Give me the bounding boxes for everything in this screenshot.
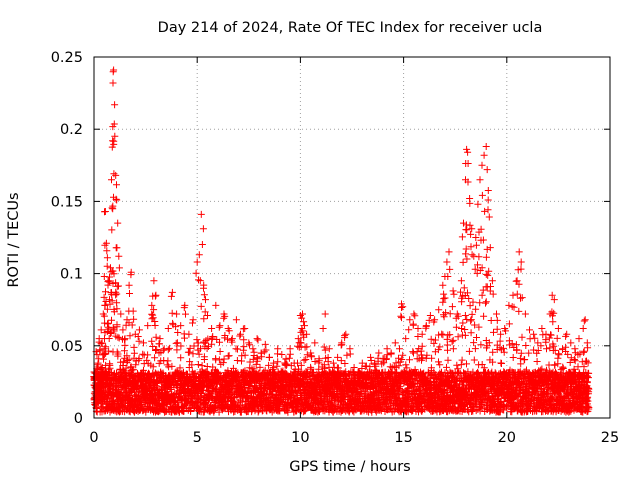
data-point [403, 394, 411, 402]
data-point [117, 310, 125, 318]
data-point [103, 247, 111, 255]
data-point [109, 79, 117, 87]
data-point [108, 204, 116, 212]
data-point [317, 391, 325, 399]
data-point [110, 170, 118, 178]
data-point [113, 181, 120, 189]
data-point [102, 288, 109, 296]
data-point [100, 351, 108, 358]
data-point [108, 176, 115, 184]
data-point [101, 241, 109, 249]
data-point [115, 264, 123, 272]
data-point [115, 334, 123, 342]
data-point [103, 254, 111, 262]
data-point [398, 406, 406, 413]
data-point [103, 262, 111, 270]
data-point [113, 244, 121, 252]
data-point [284, 408, 292, 416]
data-point [178, 395, 185, 403]
data-point [113, 290, 121, 298]
data-point [111, 101, 119, 109]
data-point [409, 406, 417, 414]
data-point [363, 407, 371, 415]
data-point [108, 316, 115, 324]
data-point [115, 252, 123, 260]
data-point [459, 379, 467, 387]
data-point [112, 171, 120, 179]
data-point [109, 68, 117, 76]
data-point [378, 404, 386, 412]
data-point [268, 408, 276, 416]
data-point [119, 326, 127, 334]
data-point [101, 208, 108, 216]
data-point [217, 392, 225, 400]
data-point [372, 408, 380, 416]
data-point [102, 239, 110, 247]
data-point [196, 405, 204, 413]
data-points [90, 66, 593, 416]
data-point [114, 219, 122, 227]
data-point [377, 407, 385, 415]
data-point [108, 226, 116, 234]
data-point [243, 393, 251, 401]
chart-title: Day 214 of 2024, Rate Of TEC Index for r… [158, 20, 543, 36]
grid-lines [94, 57, 610, 418]
data-point [423, 391, 431, 399]
data-point [106, 273, 113, 281]
